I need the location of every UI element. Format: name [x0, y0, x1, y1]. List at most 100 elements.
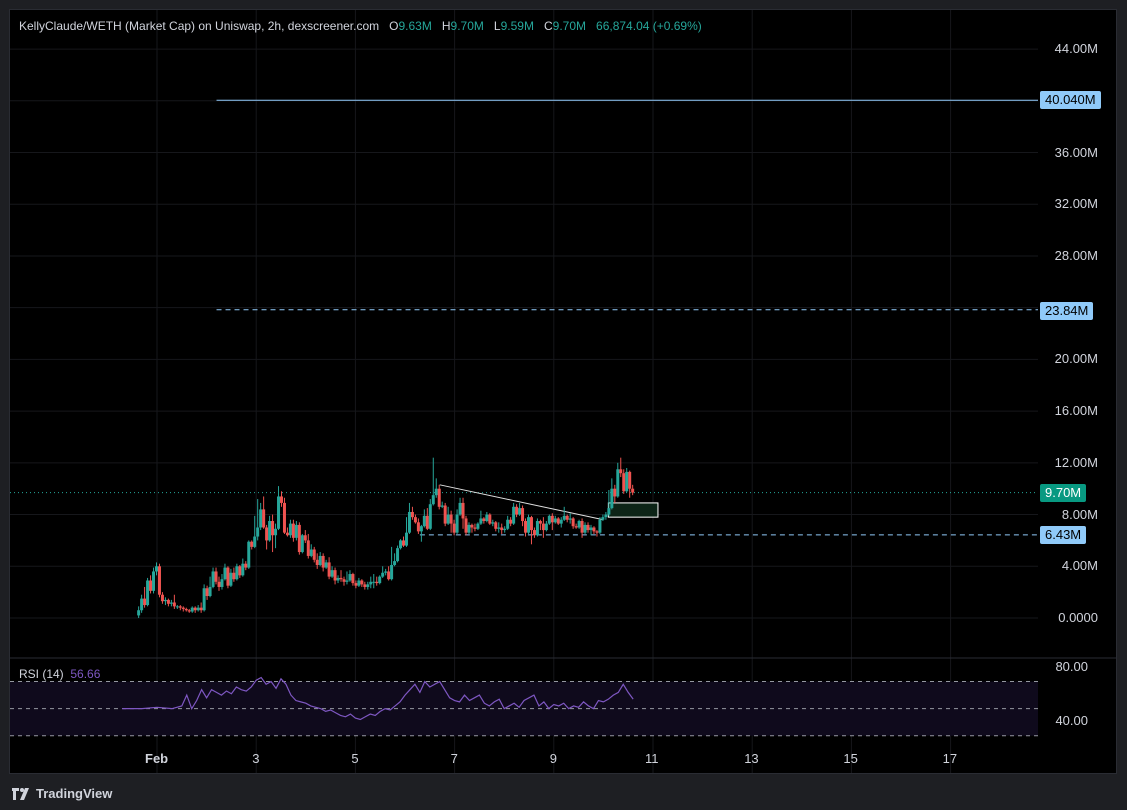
candle-body — [211, 571, 215, 587]
candle-body — [482, 518, 486, 522]
candle-body — [220, 579, 224, 587]
candle-body — [476, 523, 480, 529]
low-value: 9.59M — [500, 19, 534, 33]
candle-body — [440, 505, 444, 507]
candle-body — [274, 528, 278, 536]
candle-body — [473, 527, 477, 529]
candle-body — [568, 518, 572, 520]
candle-body — [506, 519, 510, 529]
trendline — [439, 484, 604, 521]
candle-body — [532, 530, 536, 536]
candle-body — [595, 531, 599, 533]
candle-body — [378, 576, 382, 584]
candle-body — [312, 549, 316, 560]
candle-body — [574, 526, 578, 528]
candle-body — [393, 561, 397, 565]
candle-body — [625, 471, 629, 492]
candle-body — [321, 555, 325, 568]
candle-body — [208, 586, 212, 597]
time-tick-label: 15 — [843, 751, 858, 766]
candle-body — [396, 548, 400, 562]
candle-body — [577, 521, 581, 528]
time-tick-label: 9 — [549, 751, 558, 766]
candle-body — [446, 514, 450, 524]
candle-body — [470, 524, 474, 528]
candle-body — [232, 572, 236, 580]
candle-body — [464, 518, 468, 533]
candle-body — [521, 508, 525, 522]
candle-body — [297, 524, 301, 553]
candle-body — [155, 566, 159, 572]
candle-body — [226, 567, 230, 586]
candle-body — [163, 599, 167, 602]
high-label: H — [441, 19, 451, 33]
candles — [137, 457, 635, 618]
candle-body — [175, 606, 179, 608]
candle-body — [604, 514, 608, 518]
candle-body — [193, 607, 197, 611]
candle-body — [601, 517, 605, 520]
candle-body — [184, 608, 188, 611]
candle-body — [330, 570, 334, 577]
candle-body — [306, 540, 310, 556]
price-label-40m: 40.040M — [1040, 91, 1101, 109]
candle-body — [265, 527, 269, 541]
candle-body — [351, 574, 355, 584]
candle-body — [333, 570, 337, 581]
candle-body — [434, 488, 438, 496]
candle-body — [559, 519, 563, 524]
high-value: 9.70M — [450, 19, 484, 33]
footer-brand[interactable]: TradingView — [12, 786, 112, 801]
candle-body — [562, 515, 566, 520]
price-tick-label: 36.00M — [1054, 144, 1098, 160]
candle-body — [619, 469, 623, 474]
candle-body — [622, 473, 626, 492]
candle-body — [369, 581, 373, 585]
candle-body — [342, 579, 346, 582]
candle-body — [529, 517, 533, 531]
candle-body — [488, 514, 492, 524]
price-tick-label: 32.00M — [1054, 196, 1098, 212]
candle-body — [512, 506, 516, 524]
candle-body — [461, 502, 465, 519]
candle-body — [410, 511, 414, 518]
target-box — [607, 502, 659, 518]
candle-body — [244, 563, 248, 568]
candle-body — [363, 584, 367, 587]
candle-body — [428, 504, 432, 529]
candle-body — [592, 527, 596, 532]
candle-body — [485, 514, 489, 522]
candle-body — [345, 580, 349, 582]
candle-body — [571, 518, 575, 527]
candle-body — [166, 599, 170, 604]
candle-body — [318, 555, 322, 565]
candle-body — [419, 526, 423, 532]
candle-body — [190, 607, 194, 612]
candle-body — [187, 610, 191, 612]
candle-body — [479, 518, 483, 524]
rsi-pane — [10, 676, 1038, 737]
candle-body — [515, 506, 519, 515]
candle-body — [294, 524, 298, 538]
candle-body — [607, 508, 611, 515]
close-label: C — [543, 19, 553, 33]
price-tick-label: 4.00M — [1061, 558, 1098, 574]
candle-body — [366, 584, 370, 587]
candle-body — [205, 588, 209, 597]
tradingview-logo-icon — [12, 787, 29, 800]
candle-body — [178, 606, 182, 608]
rsi-label: RSI (14) — [19, 667, 64, 681]
candle-body — [241, 563, 245, 576]
candle-body — [303, 535, 307, 541]
candle-body — [583, 524, 587, 533]
candle-body — [631, 488, 635, 493]
candle-body — [324, 562, 328, 568]
grid — [10, 10, 1116, 773]
chart-canvas[interactable] — [10, 10, 1116, 773]
candle-body — [268, 521, 272, 541]
candle-body — [628, 471, 632, 489]
candle-body — [217, 581, 221, 587]
candle-body — [196, 607, 200, 611]
candle-body — [399, 540, 403, 549]
candle-body — [253, 536, 257, 547]
